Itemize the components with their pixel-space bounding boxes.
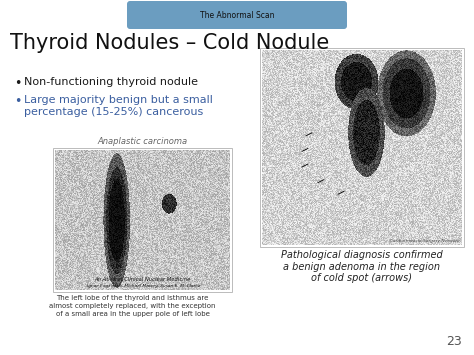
Text: - Ignac Fogelman, Michael Maisey, Susan E. M. Clarke: - Ignac Fogelman, Michael Maisey, Susan … (84, 284, 201, 288)
Text: 23: 23 (446, 335, 462, 348)
Text: almost completely replaced, with the exception: almost completely replaced, with the exc… (49, 303, 216, 309)
Text: Large majority benign but a small
percentage (15-25%) cancerous: Large majority benign but a small percen… (24, 95, 213, 116)
Text: •: • (14, 77, 21, 90)
Text: Thyroid Nodules – Cold Nodule: Thyroid Nodules – Cold Nodule (10, 33, 329, 53)
Bar (53, 148, 232, 292)
Text: The Abnormal Scan: The Abnormal Scan (200, 11, 274, 20)
Text: An Atlas of Clinical Nuclear Medicine: An Atlas of Clinical Nuclear Medicine (94, 277, 191, 282)
Text: Pathological diagnosis confirmed
a benign adenoma in the region
of cold spot (ar: Pathological diagnosis confirmed a benig… (281, 250, 443, 283)
Text: of a small area in the upper pole of left lobe: of a small area in the upper pole of lef… (55, 311, 210, 317)
Text: Cardiothoracic Surgery Network: Cardiothoracic Surgery Network (391, 239, 460, 243)
Text: The left lobe of the thyroid and isthmus are: The left lobe of the thyroid and isthmus… (56, 295, 209, 301)
Bar (260, 48, 464, 247)
FancyBboxPatch shape (127, 1, 347, 29)
Text: Anaplastic carcinoma: Anaplastic carcinoma (98, 137, 188, 146)
Text: Non-functioning thyroid nodule: Non-functioning thyroid nodule (24, 77, 198, 87)
Text: •: • (14, 95, 21, 108)
